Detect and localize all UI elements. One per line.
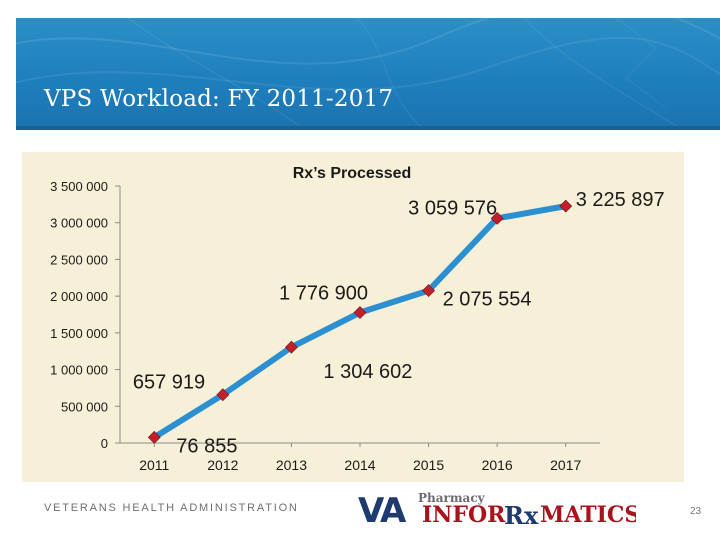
x-tick-label: 2014 bbox=[344, 457, 375, 473]
x-tick-label: 2016 bbox=[482, 457, 513, 473]
y-tick-label: 2 500 000 bbox=[50, 252, 108, 267]
y-tick-label: 500 000 bbox=[61, 399, 108, 414]
x-tick-label: 2017 bbox=[550, 457, 581, 473]
data-point-marker bbox=[147, 430, 161, 444]
logo-pharmacy: Pharmacy bbox=[418, 491, 486, 505]
x-tick-label: 2015 bbox=[413, 457, 444, 473]
y-tick-label: 0 bbox=[101, 436, 108, 451]
data-label: 3 059 576 bbox=[408, 197, 497, 219]
y-tick-label: 2 000 000 bbox=[50, 289, 108, 304]
title-banner bbox=[16, 18, 720, 128]
data-label: 657 919 bbox=[133, 372, 205, 394]
series-layer bbox=[147, 199, 573, 444]
x-tick-label: 2013 bbox=[276, 457, 307, 473]
logo-va: VA bbox=[358, 491, 407, 528]
axis-layer: 0 500 000 1 000 000 1 500 000 2 000 000 2 500… bbox=[50, 179, 600, 473]
data-label-layer: 76 855 657 919 1 304 602 1 776 900 2 075 554… bbox=[133, 189, 665, 457]
data-point-marker bbox=[559, 199, 573, 213]
banner-decoration bbox=[16, 18, 720, 128]
data-label: 76 855 bbox=[176, 435, 237, 457]
data-label: 1 776 900 bbox=[279, 283, 368, 305]
x-tick-label: 2012 bbox=[207, 457, 238, 473]
page-title: VPS Workload: FY 2011-2017 bbox=[44, 86, 394, 112]
data-point-marker bbox=[285, 340, 298, 354]
page-number: 23 bbox=[690, 506, 702, 517]
chart-title: Rx’s Processed bbox=[293, 165, 412, 182]
data-point-marker bbox=[216, 388, 230, 402]
y-tick-label: 3 000 000 bbox=[50, 216, 108, 231]
va-pharmacy-informatics-logo: VA Pharmacy INFOR Rx MATICS bbox=[358, 491, 636, 528]
data-point-marker bbox=[490, 211, 504, 225]
y-tick-label: 1 000 000 bbox=[50, 363, 108, 378]
logo-matics: MATICS bbox=[540, 502, 636, 528]
logo-rx: Rx bbox=[504, 501, 539, 528]
banner-rule bbox=[16, 126, 720, 130]
footer-agency: VETERANS HEALTH ADMINISTRATION bbox=[44, 502, 299, 514]
y-tick-label: 1 500 000 bbox=[50, 326, 108, 341]
data-label: 1 304 602 bbox=[323, 361, 412, 383]
series-line bbox=[151, 203, 569, 441]
data-label: 3 225 897 bbox=[576, 189, 665, 211]
data-point-marker bbox=[353, 306, 367, 319]
data-point-marker bbox=[422, 284, 435, 298]
x-tick-label: 2011 bbox=[139, 457, 169, 473]
logo-infor: INFOR bbox=[422, 502, 506, 528]
y-tick-label: 3 500 000 bbox=[50, 179, 108, 194]
data-label: 2 075 554 bbox=[443, 289, 532, 311]
